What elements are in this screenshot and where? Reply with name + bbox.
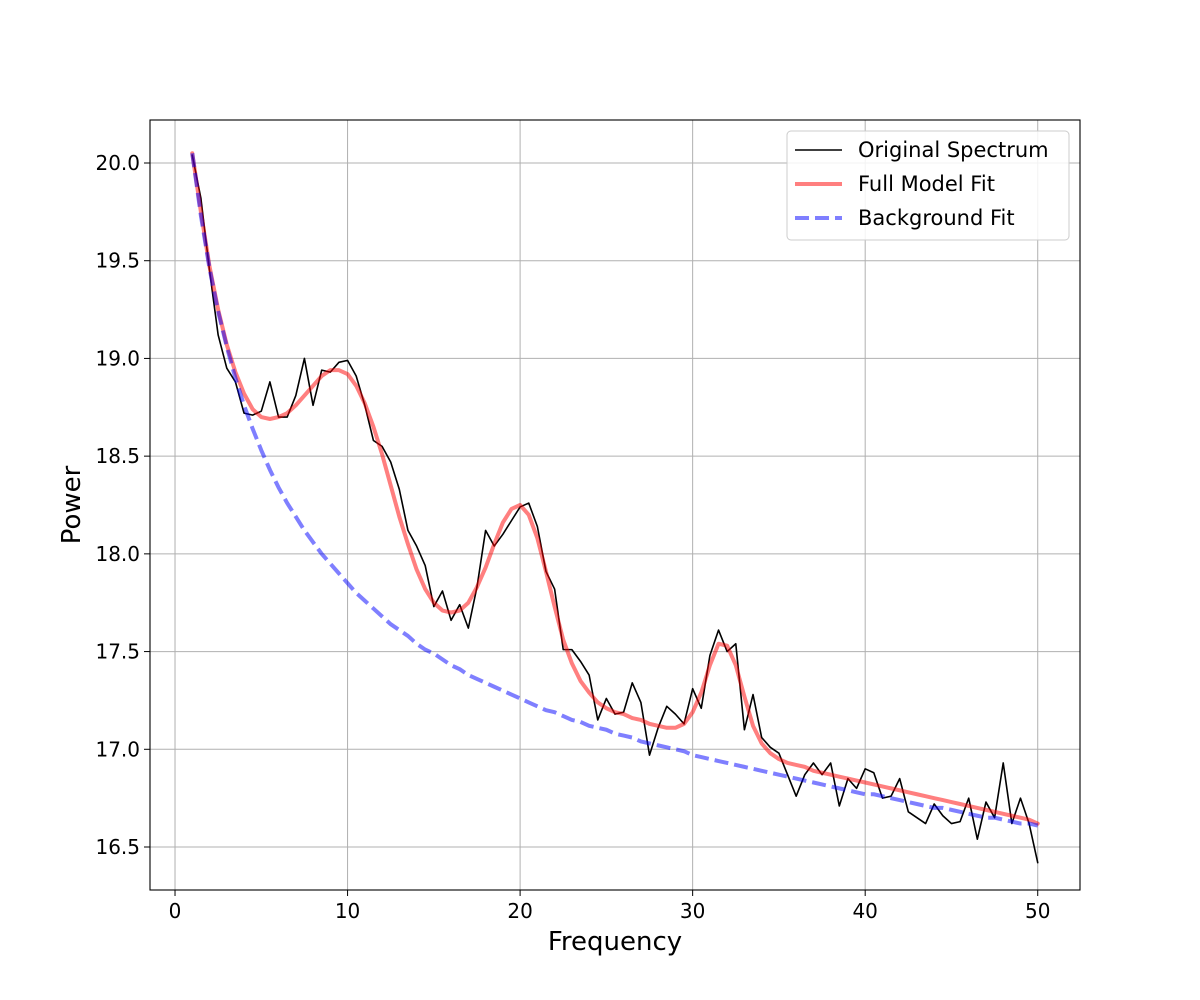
plot-frame xyxy=(149,119,1081,891)
y-axis-ticks: 16.5 17.0 17.5 18.0 18.5 19.0 19.5 20.0 xyxy=(95,151,150,859)
x-tick-label: 0 xyxy=(169,899,182,923)
x-tick-label: 20 xyxy=(507,899,532,923)
y-tick-label: 19.5 xyxy=(95,249,140,273)
x-tick-label: 50 xyxy=(1025,899,1050,923)
y-tick-label: 19.0 xyxy=(95,346,140,370)
legend: Original Spectrum Full Model Fit Backgro… xyxy=(786,130,1070,241)
y-axis-label: Power xyxy=(57,465,87,544)
x-axis-ticks: 0 10 20 30 40 50 xyxy=(169,890,1050,923)
legend-label-background: Background Fit xyxy=(858,206,1015,230)
y-tick-label: 17.5 xyxy=(95,640,140,664)
series-line-full-model-fit xyxy=(190,151,1040,826)
y-tick-label: 16.5 xyxy=(95,835,140,859)
y-tick-label: 18.5 xyxy=(95,444,140,468)
x-tick-label: 40 xyxy=(852,899,877,923)
series-lines xyxy=(190,151,1040,864)
y-tick-label: 18.0 xyxy=(95,542,140,566)
legend-label-full-model: Full Model Fit xyxy=(858,172,995,196)
x-tick-label: 10 xyxy=(335,899,360,923)
legend-label-original: Original Spectrum xyxy=(858,138,1049,162)
y-tick-label: 17.0 xyxy=(95,737,140,761)
series-line-background-fit xyxy=(190,152,1039,828)
legend-box xyxy=(786,130,1070,241)
x-axis-label: Frequency xyxy=(548,927,682,957)
plot-area xyxy=(190,151,1040,864)
y-tick-label: 20.0 xyxy=(95,151,140,175)
x-tick-label: 30 xyxy=(680,899,705,923)
